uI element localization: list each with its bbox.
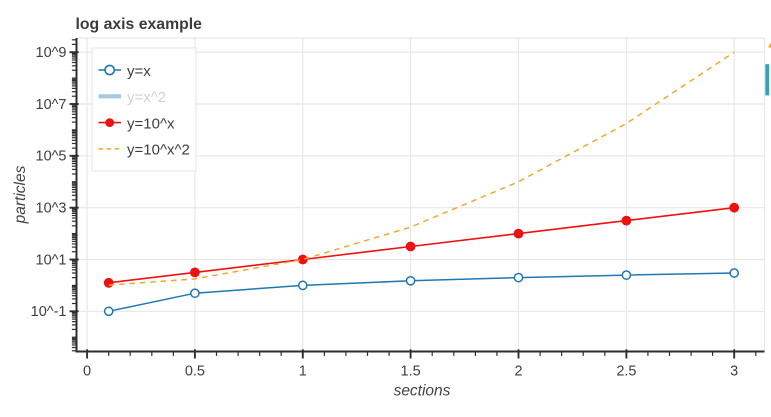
svg-text:sections: sections — [394, 383, 451, 400]
svg-text:0.5: 0.5 — [185, 364, 205, 380]
svg-text:log axis example: log axis example — [76, 16, 203, 33]
svg-text:y=x^2: y=x^2 — [127, 89, 166, 106]
svg-text:0: 0 — [83, 364, 91, 380]
svg-text:10^9: 10^9 — [36, 45, 67, 61]
svg-text:10^7: 10^7 — [36, 97, 67, 113]
svg-text:10^1: 10^1 — [36, 252, 67, 268]
svg-text:particles: particles — [12, 165, 29, 224]
svg-text:3: 3 — [730, 364, 738, 380]
svg-text:y=10^x^2: y=10^x^2 — [127, 142, 190, 159]
svg-text:2: 2 — [514, 364, 522, 380]
svg-text:2.5: 2.5 — [616, 364, 636, 380]
svg-text:1.5: 1.5 — [401, 364, 421, 380]
svg-text:1: 1 — [299, 364, 307, 380]
svg-text:10^3: 10^3 — [36, 201, 67, 217]
svg-text:10^5: 10^5 — [36, 149, 67, 165]
svg-text:y=10^x: y=10^x — [127, 115, 175, 132]
svg-text:10^-1: 10^-1 — [31, 304, 67, 320]
svg-text:y=x: y=x — [127, 63, 151, 80]
